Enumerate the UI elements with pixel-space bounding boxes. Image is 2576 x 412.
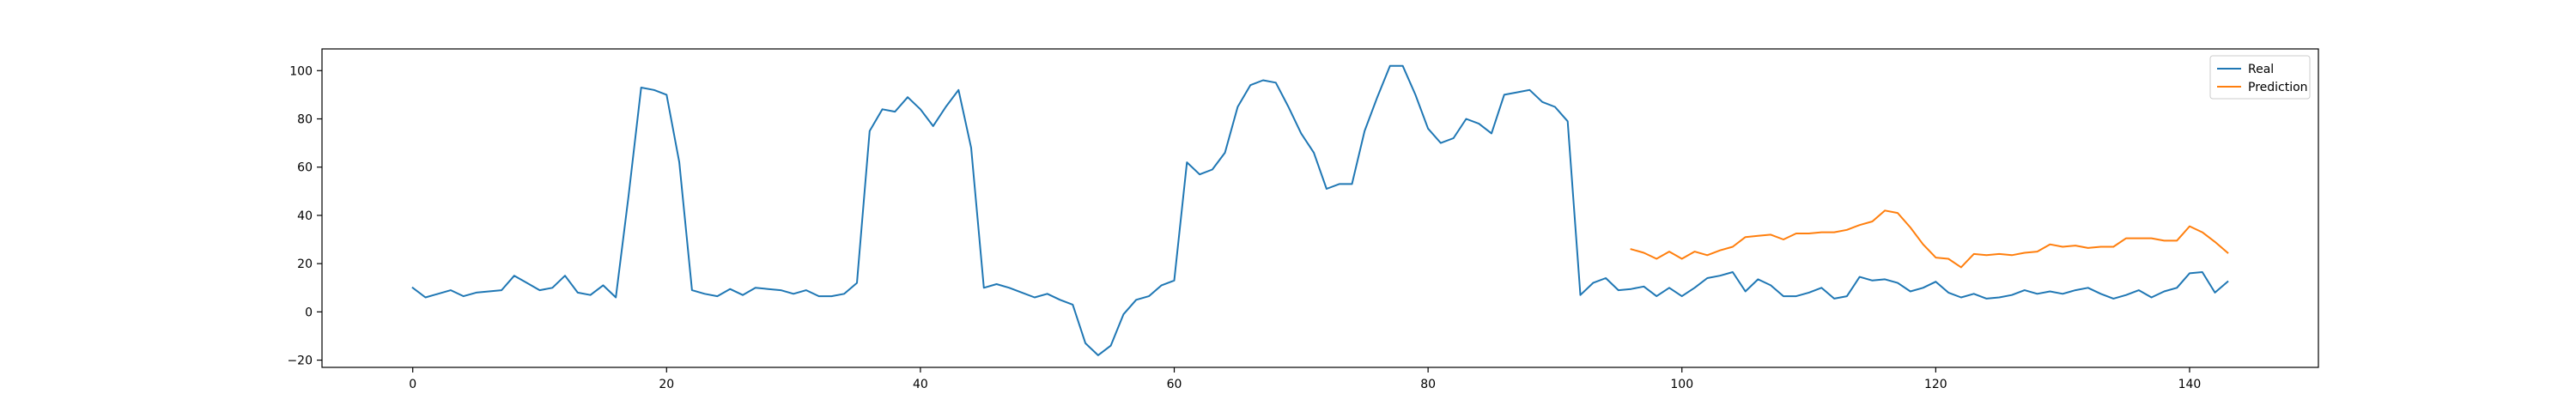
x-tick-label: 20 bbox=[659, 378, 674, 391]
x-tick-label: 100 bbox=[1670, 378, 1693, 391]
series-layer bbox=[411, 64, 2229, 356]
y-tick-label: 100 bbox=[289, 64, 313, 78]
x-tick-label: 80 bbox=[1420, 378, 1436, 391]
x-tick-label: 120 bbox=[1924, 378, 1947, 391]
legend-label-real: Real bbox=[2248, 63, 2274, 76]
series-line-prediction bbox=[1630, 209, 2229, 269]
y-tick-label: 20 bbox=[297, 258, 313, 271]
plot-frame bbox=[321, 48, 2319, 368]
plot-area bbox=[322, 49, 2318, 367]
y-axis: −20 0 20 40 60 80 100 bbox=[287, 64, 322, 368]
x-tick-label: 60 bbox=[1167, 378, 1182, 391]
legend-box bbox=[2209, 55, 2311, 100]
x-axis: 0 20 40 60 80 100 120 140 bbox=[409, 367, 2201, 391]
series-line-real bbox=[411, 64, 2229, 356]
y-tick-label: 40 bbox=[297, 209, 313, 223]
legend: Real Prediction bbox=[2209, 55, 2311, 100]
y-tick-label: −20 bbox=[287, 354, 313, 368]
x-tick-label: 40 bbox=[913, 378, 928, 391]
y-tick-label: 0 bbox=[305, 306, 313, 319]
x-tick-label: 0 bbox=[409, 378, 416, 391]
y-tick-label: 60 bbox=[297, 161, 313, 175]
y-tick-label: 80 bbox=[297, 113, 313, 127]
legend-label-prediction: Prediction bbox=[2248, 81, 2308, 94]
x-tick-label: 140 bbox=[2178, 378, 2202, 391]
